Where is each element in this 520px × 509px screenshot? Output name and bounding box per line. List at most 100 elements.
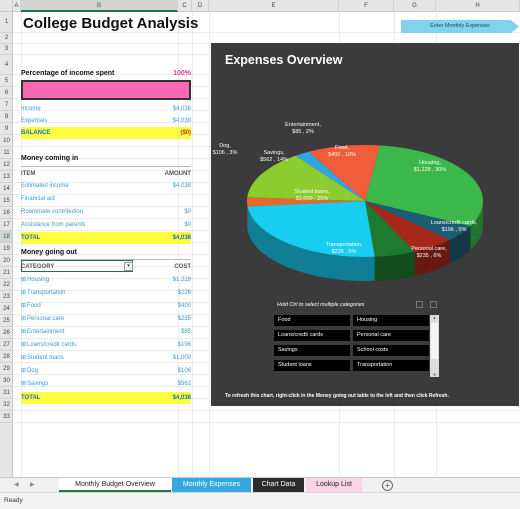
money-out-row[interactable]: Entertainment $85: [21, 326, 191, 338]
slicer-item[interactable]: Transportation: [353, 360, 429, 371]
money-out-row[interactable]: Housing $1,228: [21, 274, 191, 286]
slicer-item[interactable]: Loans/credit cards: [274, 330, 350, 341]
scroll-up-icon[interactable]: ▲: [432, 315, 437, 320]
expenses-row[interactable]: Expenses $4,038: [21, 115, 191, 127]
row-header[interactable]: 9: [0, 123, 13, 135]
row-header[interactable]: 33: [0, 411, 13, 423]
row-header[interactable]: 2: [0, 33, 13, 44]
tab-chart-data[interactable]: Chart Data: [253, 478, 304, 492]
tab-monthly-expenses[interactable]: Monthly Expenses: [172, 478, 251, 492]
row-header[interactable]: 6: [0, 87, 13, 99]
row-header[interactable]: 8: [0, 111, 13, 123]
row-header[interactable]: 18: [0, 231, 13, 243]
row-header[interactable]: 11: [0, 147, 13, 159]
income-row[interactable]: Income $4,038: [21, 103, 191, 115]
row-header[interactable]: 29: [0, 363, 13, 375]
row-header[interactable]: 31: [0, 387, 13, 399]
pie-slice[interactable]: [365, 145, 483, 227]
slicer-item[interactable]: Savings: [274, 345, 350, 356]
row-header[interactable]: 3: [0, 44, 13, 55]
slicer-item[interactable]: Housing: [353, 315, 429, 326]
money-out-row[interactable]: Personal care $235: [21, 313, 191, 325]
column-header-h[interactable]: H: [436, 0, 520, 12]
pie-slice[interactable]: [247, 201, 375, 257]
row-header[interactable]: 19: [0, 243, 13, 255]
pie-slice[interactable]: [295, 151, 365, 201]
row-header[interactable]: 28: [0, 351, 13, 363]
slicer-item[interactable]: School costs: [353, 345, 429, 356]
slicer-scrollbar[interactable]: ▲ ▼: [430, 315, 439, 377]
row-header[interactable]: 5: [0, 75, 13, 87]
pie-slice[interactable]: [365, 201, 471, 241]
pie-slice[interactable]: [365, 201, 450, 252]
row-header[interactable]: 30: [0, 375, 13, 387]
money-out-row[interactable]: Loans/credit cards $196: [21, 339, 191, 351]
column-header-g[interactable]: G: [394, 0, 436, 12]
row-header[interactable]: 17: [0, 219, 13, 231]
row-header[interactable]: 21: [0, 267, 13, 279]
slicer-item[interactable]: Food: [274, 315, 350, 326]
row-header[interactable]: 22: [0, 279, 13, 291]
note-text: To refresh this chart, right-click in th…: [225, 393, 429, 399]
money-out-row[interactable]: Dog $106: [21, 365, 191, 377]
row-header[interactable]: 10: [0, 135, 13, 147]
column-header-d[interactable]: D: [192, 0, 209, 12]
row-header[interactable]: 23: [0, 291, 13, 303]
row-header[interactable]: 15: [0, 195, 13, 207]
slicer-item[interactable]: Student loans: [274, 360, 350, 371]
column-header-e[interactable]: E: [209, 0, 339, 12]
scroll-down-icon[interactable]: ▼: [432, 372, 437, 377]
money-in-row[interactable]: Estimated income $4,038: [21, 180, 191, 192]
money-out-row[interactable]: Transportation $226: [21, 287, 191, 299]
expenses-chart[interactable]: Expenses Overview Housing, $1,228 , 30% Lo…: [211, 43, 519, 406]
column-header-f[interactable]: F: [339, 0, 394, 12]
tab-monthly-budget-overview[interactable]: Monthly Budget Overview: [59, 478, 171, 492]
row-header[interactable]: 13: [0, 171, 13, 183]
row-header[interactable]: 1: [0, 12, 13, 33]
row-header[interactable]: 4: [0, 55, 13, 75]
slicer-item[interactable]: Personal care: [353, 330, 429, 341]
prev-sheet-icon[interactable]: ◀: [14, 482, 19, 488]
row-header[interactable]: 25: [0, 315, 13, 327]
pie-slice[interactable]: [247, 155, 365, 201]
pie-slice[interactable]: [308, 145, 380, 201]
multi-select-icon[interactable]: [416, 301, 423, 308]
column-header-a[interactable]: A: [13, 0, 21, 12]
scroll-thumb[interactable]: [431, 323, 438, 359]
tab-lookup-list[interactable]: Lookup List: [306, 478, 362, 492]
column-header-b[interactable]: B: [21, 0, 178, 12]
pie-slice[interactable]: [365, 201, 415, 257]
row-header[interactable]: 16: [0, 207, 13, 219]
grid-column-line: [21, 12, 22, 477]
row-header[interactable]: 27: [0, 339, 13, 351]
clear-filter-icon[interactable]: [430, 301, 437, 308]
row-header[interactable]: 26: [0, 327, 13, 339]
money-in-row[interactable]: Roommate contribution $0: [21, 206, 191, 218]
pie-slice[interactable]: [247, 197, 365, 207]
add-sheet-icon[interactable]: +: [382, 480, 393, 491]
row-header[interactable]: 12: [0, 159, 13, 171]
money-out-row[interactable]: Food $400: [21, 300, 191, 312]
next-sheet-icon[interactable]: ▶: [30, 482, 35, 488]
row-header[interactable]: 7: [0, 99, 13, 111]
money-out-value: $235: [177, 316, 191, 322]
money-in-row[interactable]: Assistance from parents $0: [21, 219, 191, 231]
column-header-c[interactable]: C: [178, 0, 192, 12]
row-header[interactable]: 20: [0, 255, 13, 267]
balance-row[interactable]: BALANCE ($0): [21, 127, 191, 139]
pie-slice-side: [414, 240, 450, 276]
filter-dropdown-icon[interactable]: ▾: [124, 262, 133, 271]
row-header[interactable]: 24: [0, 303, 13, 315]
worksheet-grid[interactable]: College Budget Analysis Enter Monthly Ex…: [13, 12, 520, 477]
row-header-column: 1 2 3 4 5 6 7 8 9 10 11 12 13 14 15 16 17 18 19 20 21 22 23 24 2…: [0, 12, 13, 477]
money-in-row[interactable]: Financial aid: [21, 193, 191, 205]
money-in-total-row[interactable]: TOTAL $4,038: [21, 232, 191, 244]
money-out-row[interactable]: Savings $562: [21, 378, 191, 390]
money-out-row[interactable]: Student loans $1,000: [21, 352, 191, 364]
row-header[interactable]: 32: [0, 399, 13, 411]
money-in-label: Estimated income: [21, 183, 69, 189]
money-out-total-row[interactable]: TOTAL $4,038: [21, 392, 191, 404]
row-header[interactable]: 14: [0, 183, 13, 195]
enter-monthly-expenses-button[interactable]: Enter Monthly Expenses: [401, 20, 519, 33]
select-all-corner[interactable]: [0, 0, 13, 12]
